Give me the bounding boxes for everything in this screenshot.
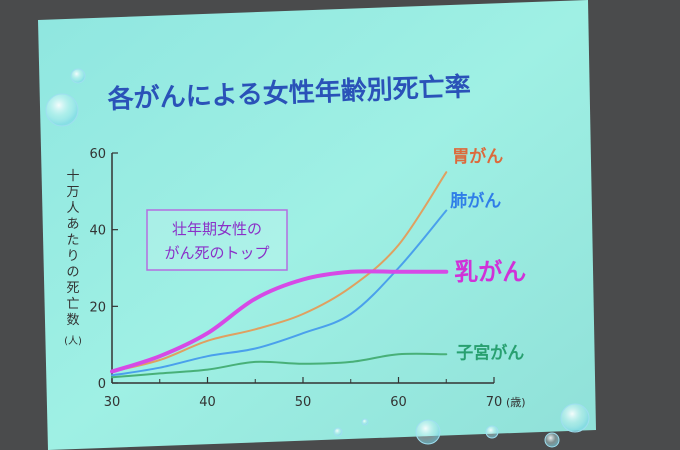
y-axis-label-char: 死: [66, 281, 79, 296]
series-label: 子宮がん: [456, 342, 524, 363]
x-tick-label: 60: [390, 395, 407, 410]
y-axis-label-char: 数: [66, 313, 79, 328]
series-line: [110, 269, 449, 374]
annotation-line-1: 壮年期女性の: [172, 220, 262, 238]
y-tick-label: 20: [89, 300, 106, 315]
series-line: [111, 352, 448, 379]
y-axis-label-char: 亡: [66, 297, 79, 312]
x-tick-label: 50: [295, 395, 312, 410]
y-axis-label-char: 十: [66, 169, 79, 184]
x-tick-label: 40: [199, 395, 216, 410]
x-axis-unit: (歳): [506, 396, 526, 409]
chart-series: [110, 171, 449, 379]
x-tick-label: 70: [486, 395, 503, 410]
y-axis-label-char: の: [66, 265, 79, 280]
y-axis-label-char: 万: [66, 185, 79, 200]
x-tick-label: 30: [104, 395, 121, 410]
y-axis-label-char: 人: [66, 201, 79, 216]
series-line: [111, 171, 448, 373]
y-axis-unit: (人): [64, 335, 82, 347]
series-label: 肺がん: [450, 191, 501, 212]
y-axis-label-char: あ: [66, 217, 79, 232]
series-line: [111, 209, 448, 377]
series-label: 胃がん: [452, 146, 503, 167]
y-tick-label: 40: [89, 224, 106, 239]
annotation-box: 壮年期女性の がん死のトップ: [146, 209, 288, 271]
annotation-line-2: がん死のトップ: [164, 244, 269, 262]
slide-background: [38, 0, 596, 450]
y-tick-label: 0: [98, 377, 106, 392]
y-axis-label-char: た: [66, 233, 79, 248]
y-axis-label-char: り: [66, 249, 79, 264]
decorative-bubbles: [45, 68, 590, 448]
chart-axes: 0 20 40 60 30 40 50 60 70 (歳): [89, 147, 525, 410]
y-tick-label: 60: [89, 147, 106, 162]
series-label: 乳がん: [454, 258, 526, 286]
